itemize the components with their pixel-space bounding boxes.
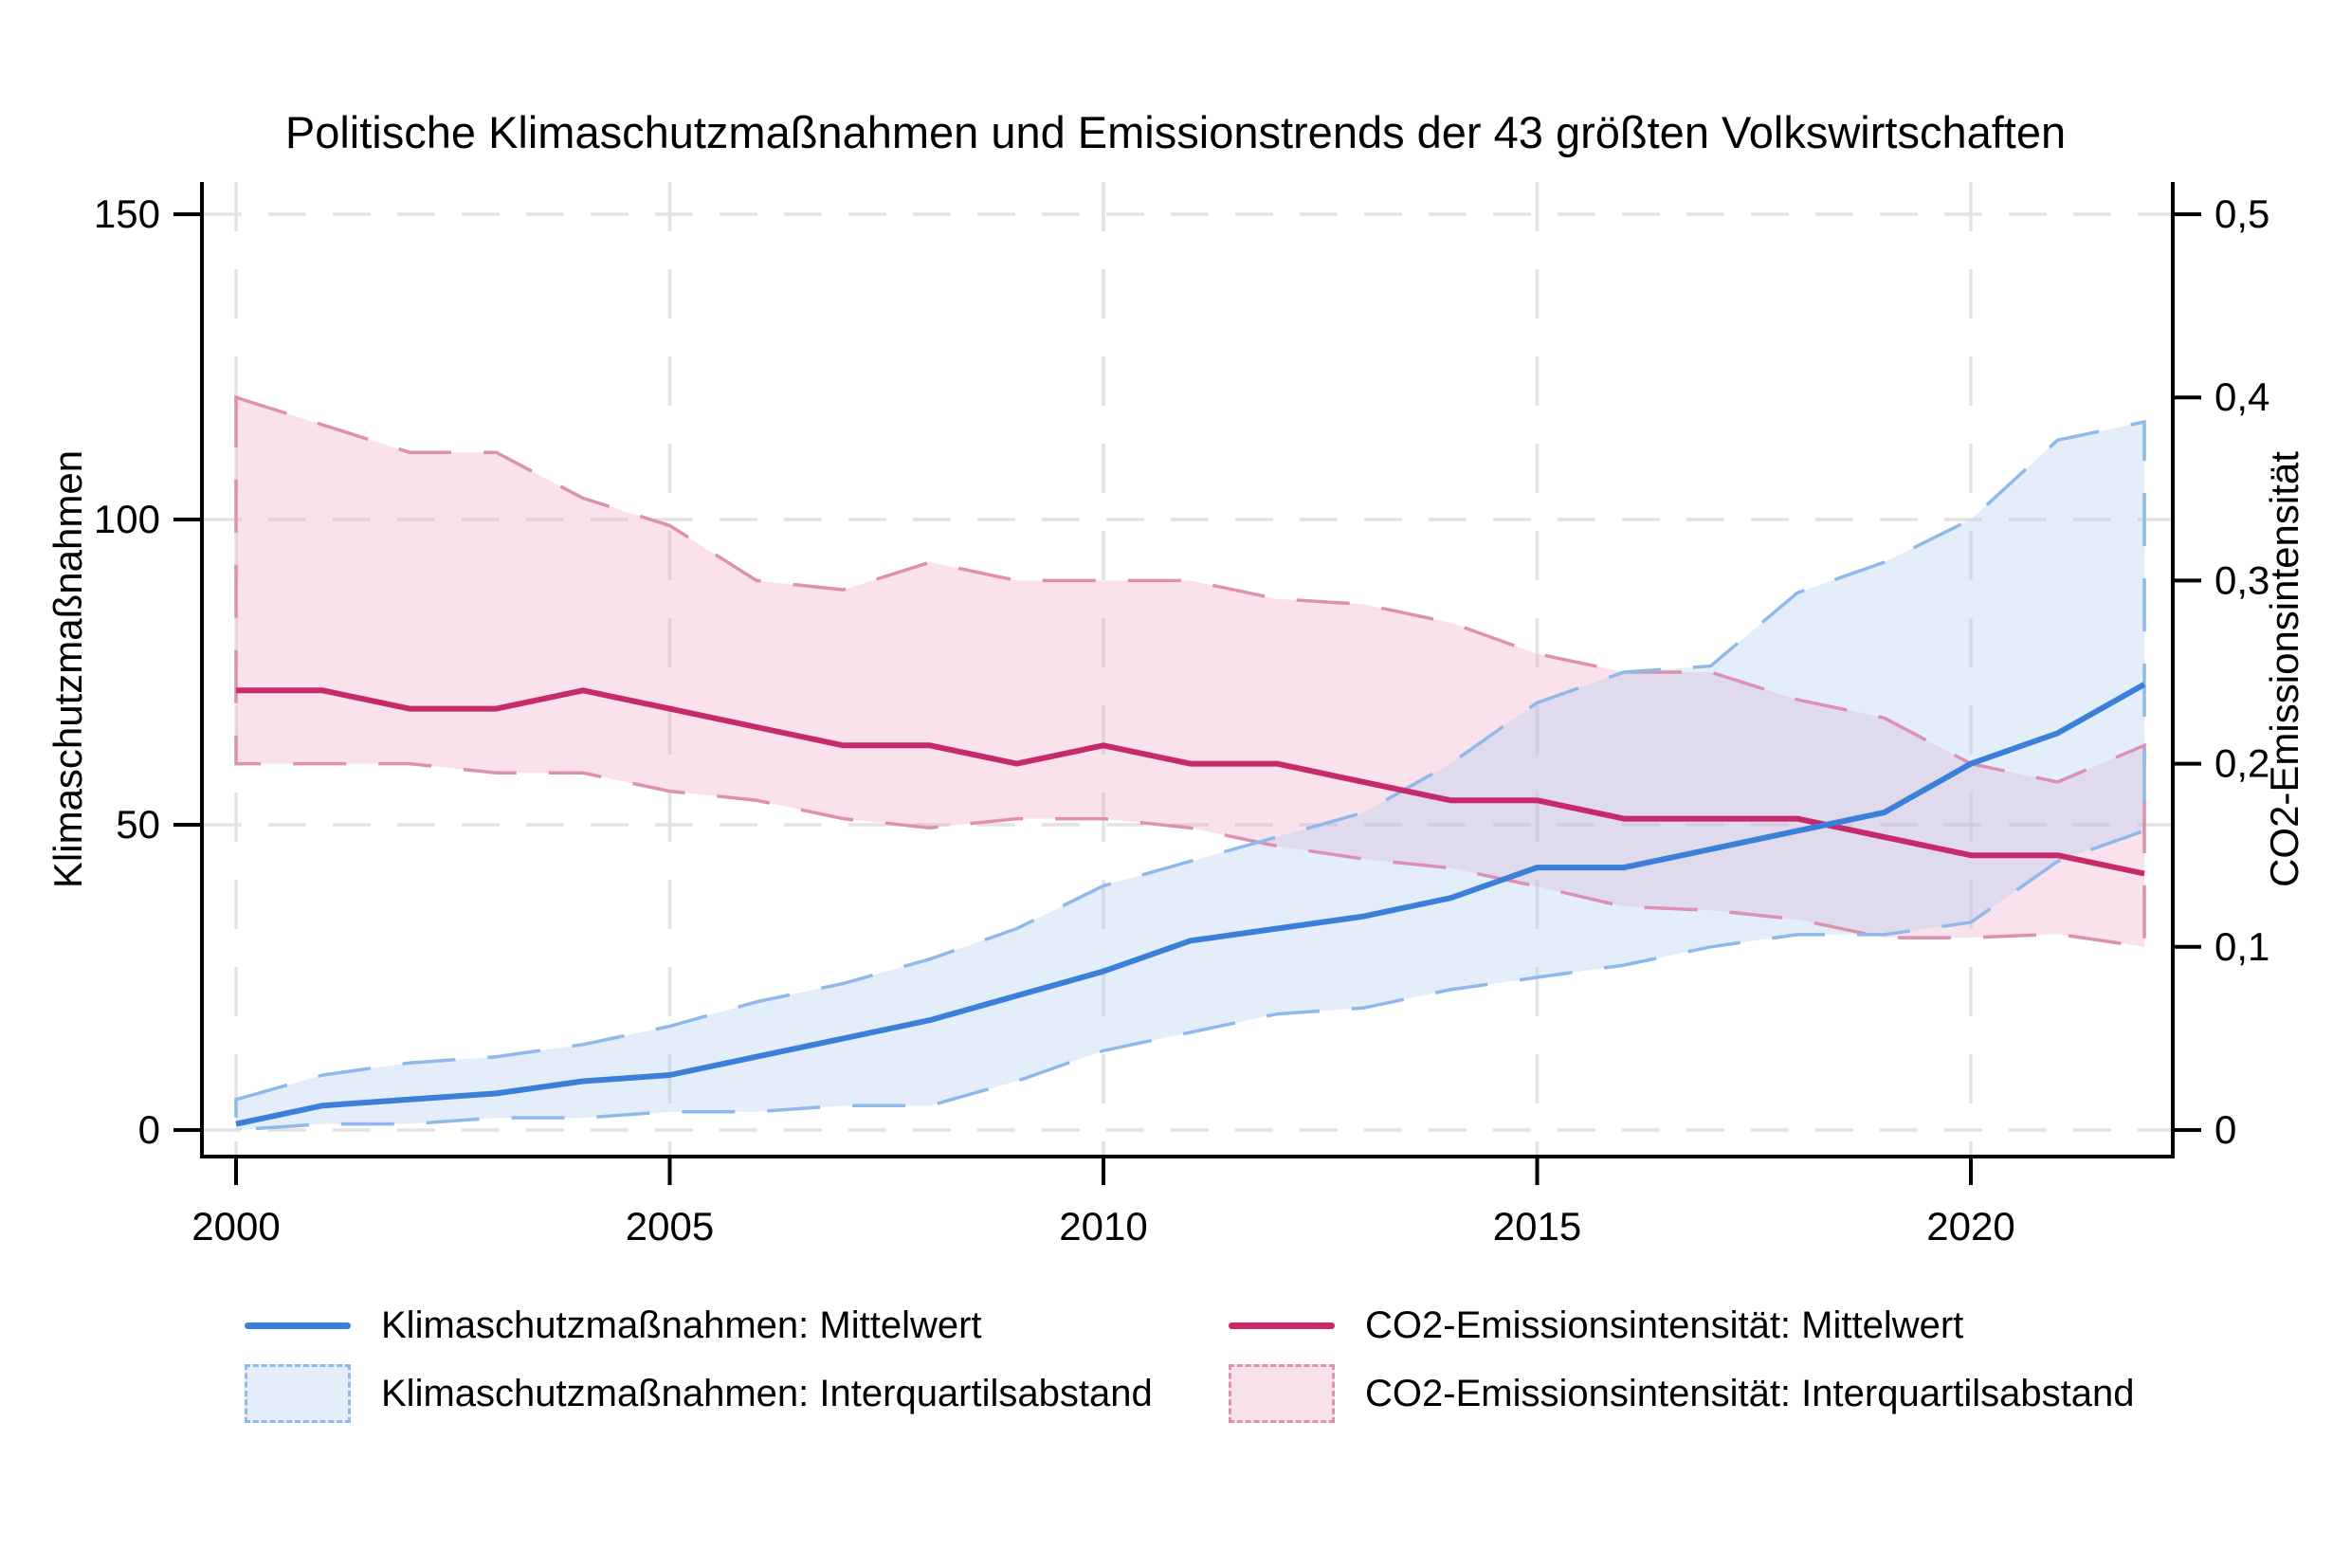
co2-iqr-band-border <box>234 394 2146 949</box>
left-axis-tick-label: 0 <box>138 1107 160 1152</box>
legend-label-pink-mean: CO2-Emissionsintensität: Mittelwert <box>1365 1304 1964 1346</box>
legend-item-blue-mean: Klimaschutzmaßnahmen: Mittelwert <box>245 1303 982 1348</box>
left-axis-tick-label: 50 <box>116 802 160 847</box>
blue-band-swatch-icon <box>245 1364 351 1423</box>
blue-line-swatch-icon <box>245 1322 351 1329</box>
legend-item-pink-iqr: CO2-Emissionsintensität: Interquartilsab… <box>1229 1363 2134 1424</box>
x-axis-tick-label: 2020 <box>1926 1204 2014 1249</box>
policy-iqr-band <box>236 422 2144 1130</box>
x-axis-tick-label: 2010 <box>1059 1204 1147 1249</box>
right-axis-tick-label: 0 <box>2214 1107 2236 1152</box>
pink-line-swatch-icon <box>1229 1322 1335 1329</box>
right-axis-tick-label: 0,2 <box>2214 741 2269 786</box>
right-axis-title: CO2-Emissionsintensität <box>2262 451 2306 887</box>
left-axis-tick-label: 150 <box>94 191 160 236</box>
policy-mean-line <box>235 682 2146 1127</box>
x-axis-tick-label: 2015 <box>1493 1204 1581 1249</box>
legend-label-blue-iqr: Klimaschutzmaßnahmen: Interquartilsabsta… <box>381 1372 1153 1414</box>
x-axis-tick-label: 2005 <box>626 1204 714 1249</box>
right-axis-tick-label: 0,3 <box>2214 557 2269 602</box>
left-axis-tick-label: 100 <box>94 497 160 541</box>
legend-label-blue-mean: Klimaschutzmaßnahmen: Mittelwert <box>381 1304 982 1346</box>
legend-label-pink-iqr: CO2-Emissionsintensität: Interquartilsab… <box>1365 1372 2135 1414</box>
policy-iqr-band-border <box>234 419 2146 1132</box>
page-title: Politische Klimaschutzmaßnahmen und Emis… <box>284 107 2067 157</box>
pink-band-swatch-icon <box>1229 1364 1335 1423</box>
legend-item-blue-iqr: Klimaschutzmaßnahmen: Interquartilsabsta… <box>245 1363 1153 1424</box>
right-axis-tick-label: 0,4 <box>2214 374 2269 419</box>
x-axis-tick-label: 2000 <box>191 1204 280 1249</box>
right-axis-tick-label: 0,1 <box>2214 924 2269 969</box>
right-axis-tick-label: 0,5 <box>2214 191 2269 236</box>
co2-iqr-band <box>236 397 2144 947</box>
legend-item-pink-mean: CO2-Emissionsintensität: Mittelwert <box>1229 1303 1963 1348</box>
left-axis-title: Klimaschutzmaßnahmen <box>46 450 90 888</box>
